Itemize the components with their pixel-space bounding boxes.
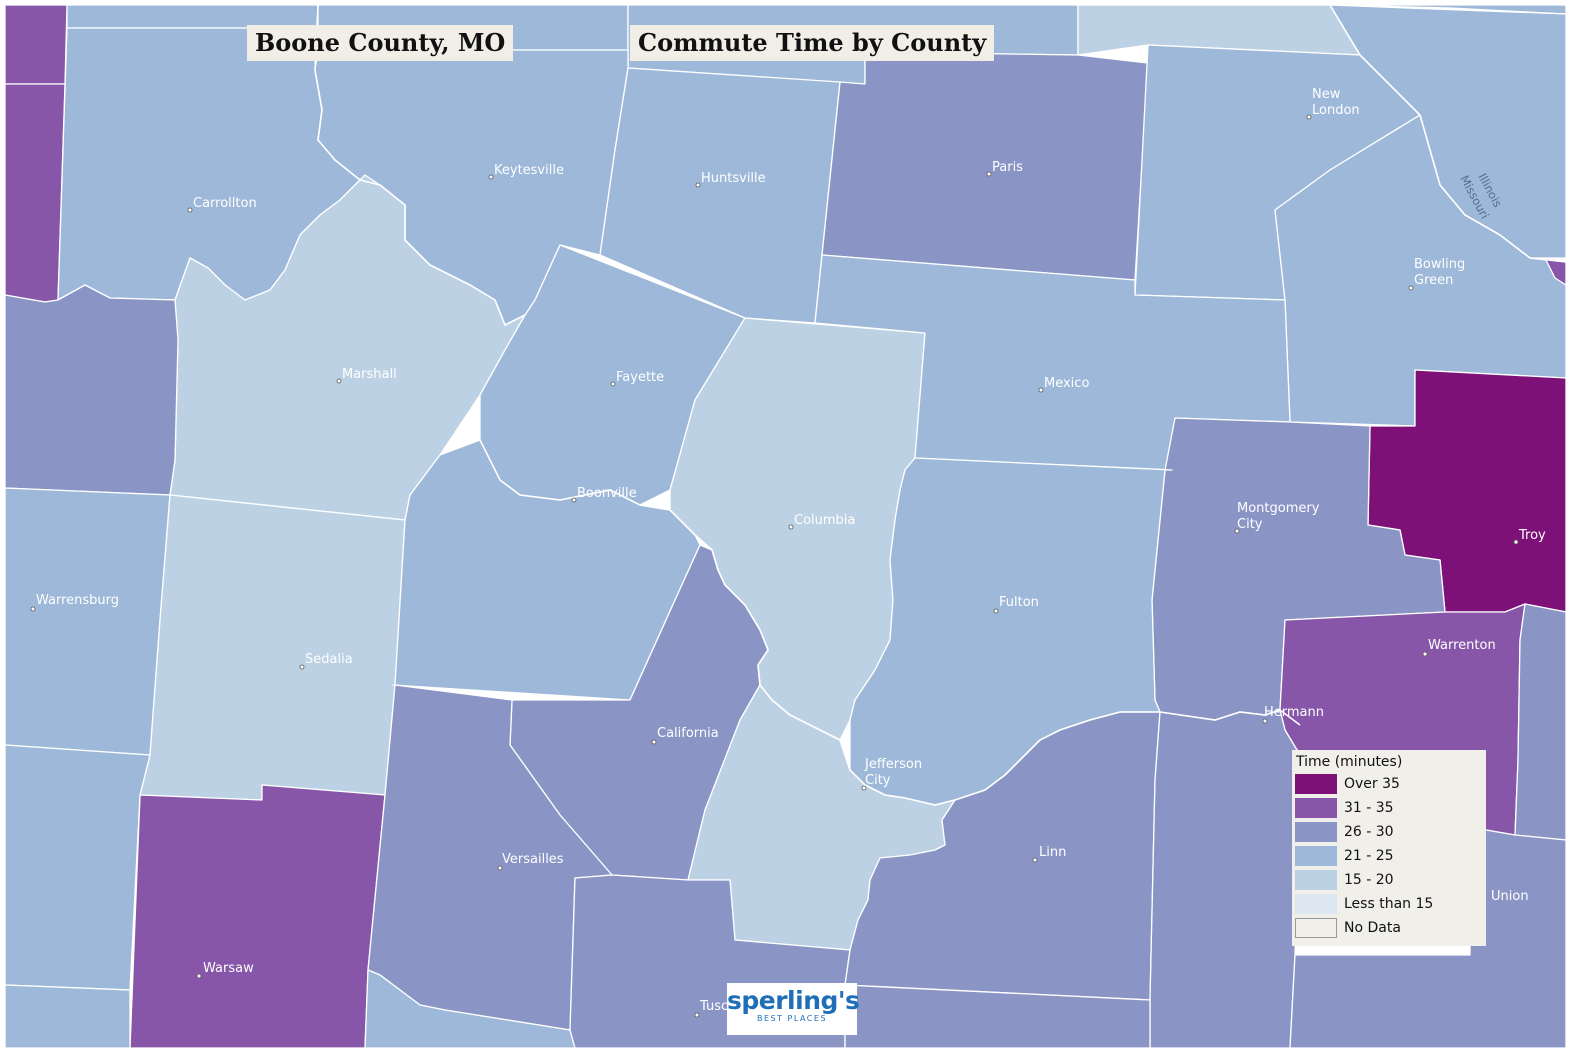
legend-item: 21 - 25 [1294,844,1484,868]
svg-text:Bowling: Bowling [1414,257,1465,272]
svg-text:London: London [1312,103,1360,118]
svg-text:Fayette: Fayette [616,370,664,385]
svg-text:Keytesville: Keytesville [494,163,564,178]
city-new-london: New London [1306,87,1360,120]
city-warrensburg: Warrensburg [30,593,119,612]
legend-swatch-21-25 [1295,846,1337,866]
city-california: California [651,726,719,745]
svg-text:Warsaw: Warsaw [203,961,254,976]
svg-text:Marshall: Marshall [342,367,397,382]
svg-text:Warrenton: Warrenton [1428,638,1496,653]
city-warrenton: Warrenton [1422,638,1496,657]
city-sedalia: Sedalia [299,652,353,670]
svg-text:Boonville: Boonville [577,486,637,501]
city-tuscumbia: Tusc [694,999,728,1018]
county-franklin [1289,824,1567,1049]
svg-text:Hermann: Hermann [1264,705,1324,720]
svg-text:Montgomery: Montgomery [1237,501,1320,516]
legend-label: 15 - 20 [1344,872,1394,888]
svg-text:California: California [657,726,719,741]
svg-text:Linn: Linn [1039,845,1066,860]
city-boonville: Boonville [571,486,637,503]
svg-text:City: City [1237,517,1263,532]
legend-item: 15 - 20 [1294,868,1484,892]
county-west-edge-lafayette [4,83,66,303]
county-top-strip-east [1077,4,1361,56]
svg-text:City: City [865,773,891,788]
city-union: Union [1491,889,1529,904]
city-paris: Paris [986,160,1023,177]
city-jefferson-city: Jefferson City [861,757,922,791]
svg-text:Green: Green [1414,273,1453,288]
county-st-charles [1514,603,1567,841]
city-mexico: Mexico [1038,376,1089,393]
legend-label: No Data [1344,920,1401,936]
city-hermann: Hermann [1262,705,1324,724]
city-huntsville: Huntsville [695,171,766,188]
svg-text:Sedalia: Sedalia [305,652,353,667]
county-henry [4,744,151,991]
legend-swatch-15-20 [1295,870,1337,890]
legend-swatch-over-35 [1295,774,1337,794]
city-montgomery-city: Montgomery City [1234,501,1320,534]
legend-label: 26 - 30 [1344,824,1394,840]
legend-item: 31 - 35 [1294,796,1484,820]
city-troy: Troy [1513,528,1546,545]
svg-text:Paris: Paris [992,160,1023,175]
svg-text:Columbia: Columbia [794,513,855,528]
legend-swatch-less-than-15 [1295,894,1337,914]
city-fulton: Fulton [993,595,1039,614]
svg-text:Tusc: Tusc [699,999,728,1014]
missouri-river [314,4,1301,806]
legend-item: Less than 15 [1294,892,1484,916]
county-west-edge-north [4,4,68,85]
svg-text:Jefferson: Jefferson [864,757,922,772]
legend-item: No Data [1294,916,1484,940]
city-keytesville: Keytesville [488,163,564,180]
city-fayette: Fayette [610,370,664,387]
county-monroe [821,51,1149,281]
legend-swatch-26-30 [1295,822,1337,842]
svg-text:Huntsville: Huntsville [701,171,766,186]
legend-item: 26 - 30 [1294,820,1484,844]
county-camden-lake [364,969,576,1049]
map-subtitle: Commute Time by County [630,25,995,61]
mississippi-river [1329,4,1567,263]
legend-title: Time (minutes) [1296,754,1403,770]
city-warsaw: Warsaw [196,961,254,979]
legend-label: 31 - 35 [1344,800,1394,816]
city-carrollton: Carrollton [187,196,257,213]
county-benton [129,784,386,1049]
svg-text:New: New [1312,87,1341,102]
city-marshall: Marshall [336,367,397,384]
legend-item: Over 35 [1294,772,1484,796]
svg-text:Union: Union [1491,889,1529,904]
svg-text:Troy: Troy [1518,528,1546,543]
city-linn: Linn [1032,845,1066,863]
legend-label: 21 - 25 [1344,848,1394,864]
sperlings-logo[interactable]: sperling's BEST PLACES [727,983,860,1035]
county-gasconade [1149,709,1301,1049]
legend-swatch-31-35 [1295,798,1337,818]
city-columbia: Columbia [788,513,855,530]
logo-tagline: BEST PLACES [756,1014,828,1023]
svg-text:Carrollton: Carrollton [193,196,257,211]
svg-text:Mexico: Mexico [1044,376,1089,391]
legend-swatch-no-data [1295,918,1337,938]
county-johnson [4,487,171,756]
county-pettis [139,494,406,801]
legend: Time (minutes) Over 35 31 - 35 26 - 30 2… [1292,750,1486,946]
legend-label: Over 35 [1344,776,1400,792]
county-lafayette [4,284,179,496]
legend-label: Less than 15 [1344,896,1434,912]
city-bowling-green: Bowling Green [1408,257,1465,291]
city-versailles: Versailles [497,852,564,871]
svg-text:Versailles: Versailles [502,852,564,867]
county-sw-corner [4,984,131,1049]
map-title: Boone County, MO [247,25,514,61]
svg-text:Fulton: Fulton [999,595,1039,610]
logo-wordmark: sperling's [727,986,860,1015]
svg-text:Warrensburg: Warrensburg [36,593,119,608]
